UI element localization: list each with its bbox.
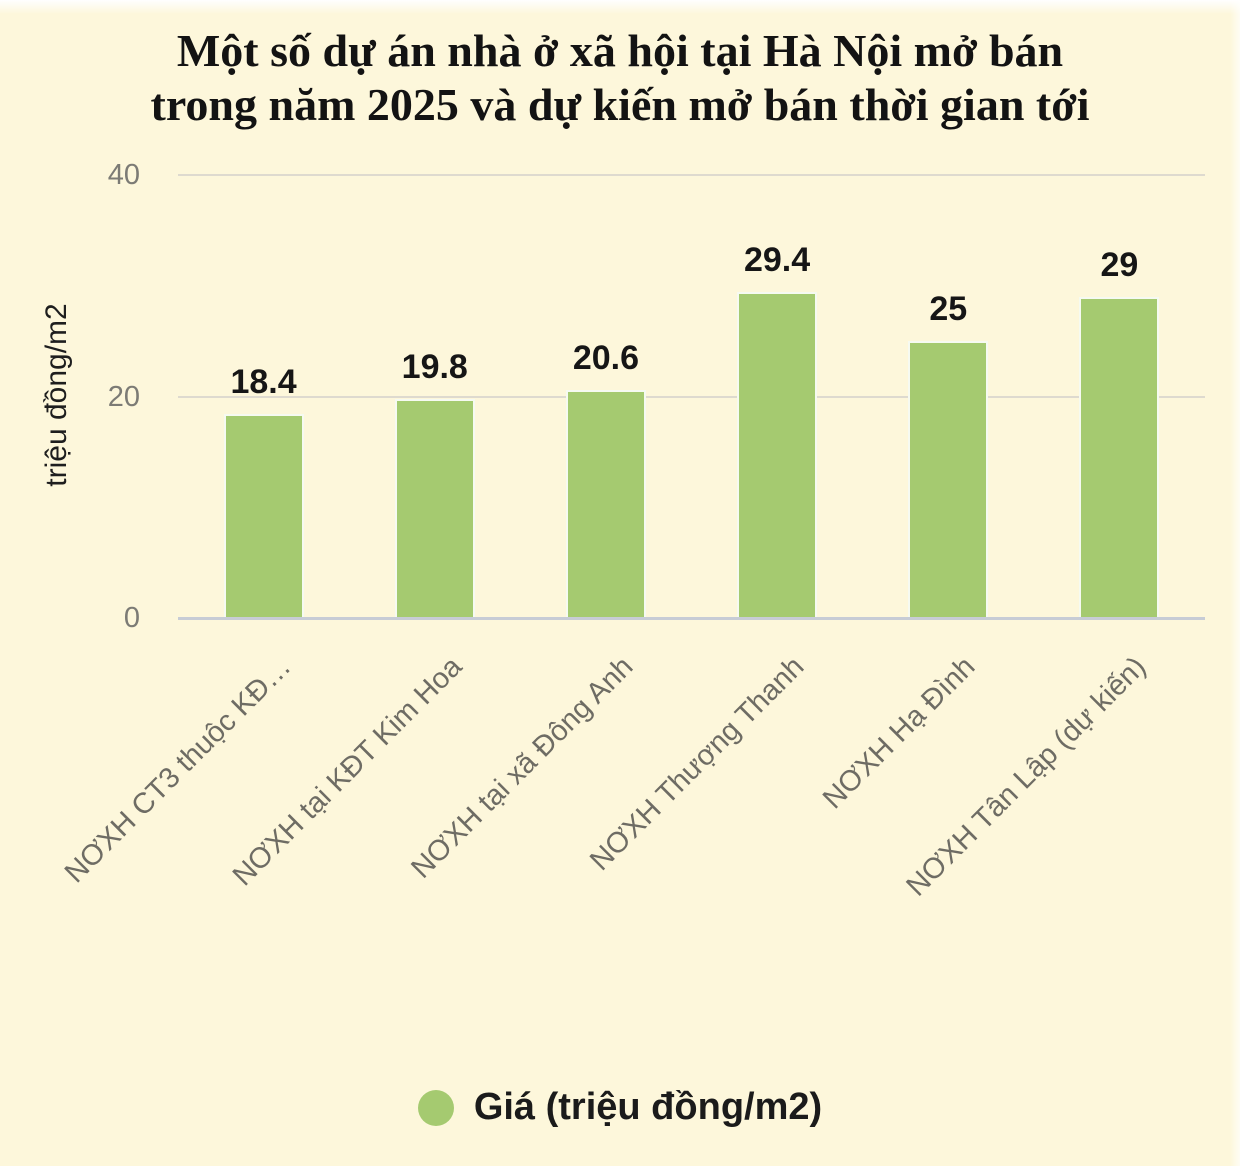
bar-value-label: 19.8 — [401, 347, 468, 386]
y-gridline — [178, 395, 1205, 398]
y-axis-title: triệu đồng/m2 — [40, 303, 73, 487]
x-axis-label: NƠXH tại xã Đông Anh — [405, 650, 640, 885]
chart-title-line1: Một số dự án nhà ở xã hội tại Hà Nội mở … — [176, 25, 1064, 76]
bar — [1079, 296, 1160, 618]
bar — [737, 292, 818, 618]
bar-value-label: 29.4 — [743, 241, 811, 280]
bar-value-label: 29 — [1100, 245, 1139, 284]
x-axis-label: NƠXH Hạ Đình — [817, 650, 982, 816]
legend-marker-circle — [417, 1089, 454, 1126]
bar — [565, 389, 646, 618]
chart-title: Một số dự án nhà ở xã hội tại Hà Nội mở … — [0, 24, 1240, 132]
legend: Giá (triệu đồng/m2) — [0, 1086, 1240, 1129]
right-edge-fade — [1230, 0, 1240, 1166]
bar — [908, 341, 989, 618]
chart-title-line2: trong năm 2025 và dự kiến mở bán thời gi… — [150, 79, 1090, 130]
x-axis-baseline — [178, 617, 1205, 620]
legend-label: Giá (triệu đồng/m2) — [473, 1086, 823, 1128]
x-axis-label: NƠXH Thượng Thanh — [584, 650, 811, 877]
y-tick-label: 0 — [123, 602, 140, 634]
bar-value-label: 20.6 — [572, 338, 639, 377]
y-gridline — [178, 174, 1205, 176]
bar-value-label: 18.4 — [230, 363, 297, 402]
bar — [223, 414, 304, 618]
bar — [394, 398, 475, 618]
top-edge-fade — [0, 0, 1240, 14]
x-axis-label: NƠXH Tân Lập (dự kiến) — [900, 650, 1153, 903]
y-tick-label: 20 — [107, 380, 140, 413]
x-axis-label: NƠXH tại KĐT Kim Hoa — [226, 650, 469, 893]
bar-value-label: 25 — [929, 290, 968, 329]
y-tick-label: 40 — [107, 159, 140, 191]
